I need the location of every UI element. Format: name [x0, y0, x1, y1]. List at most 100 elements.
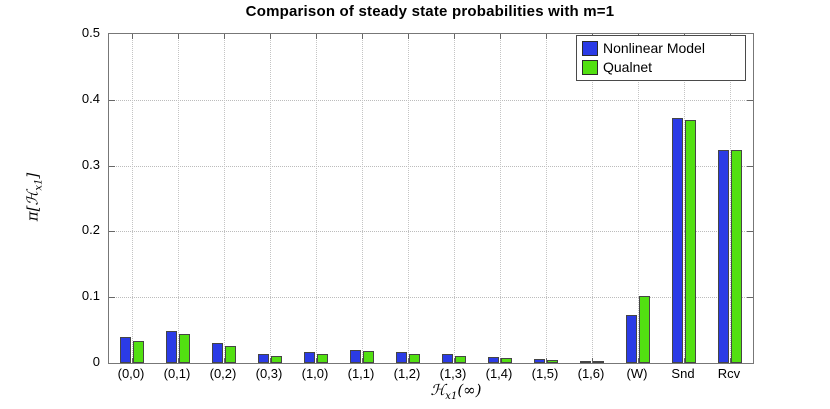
x-tick-label: (1,0) [301, 366, 329, 381]
legend-label: Nonlinear Model [603, 40, 705, 56]
x-gridline [316, 34, 317, 363]
x-gridline [362, 34, 363, 363]
bar-nonlinear-model [580, 361, 591, 363]
x-tick-label: (1,1) [347, 366, 375, 381]
bar-qualnet [271, 356, 282, 363]
x-gridline [638, 34, 639, 363]
bar-nonlinear-model [442, 354, 453, 363]
x-tick [684, 358, 685, 363]
x-tick [178, 358, 179, 363]
bar-nonlinear-model [718, 150, 729, 363]
bar-qualnet [455, 356, 466, 363]
x-tick [270, 34, 271, 39]
legend: Nonlinear Model Qualnet [576, 35, 746, 81]
y-tick-label: 0.1 [81, 288, 100, 304]
bar-nonlinear-model [258, 354, 269, 363]
x-gridline [132, 34, 133, 363]
y-tick-label: 0.5 [81, 25, 100, 40]
x-tick [500, 34, 501, 39]
x-tick-label: (1,6) [577, 366, 605, 381]
legend-item: Qualnet [582, 58, 741, 77]
x-gridline [546, 34, 547, 363]
x-tick [224, 34, 225, 39]
x-axis-label: ℋx1(∞) [430, 381, 481, 402]
x-tick [224, 358, 225, 363]
bar-qualnet [409, 354, 420, 363]
legend-swatch [582, 60, 598, 75]
x-tick [592, 358, 593, 363]
x-tick [730, 358, 731, 363]
bar-qualnet [501, 358, 512, 363]
y-axis-label-sub: x1 [33, 178, 45, 191]
bar-nonlinear-model [212, 343, 223, 363]
x-tick [178, 34, 179, 39]
y-tick-label: 0.2 [81, 222, 100, 238]
bar-nonlinear-model [396, 352, 407, 363]
legend-label: Qualnet [603, 59, 653, 75]
x-tick [362, 34, 363, 39]
y-axis-label-prefix: π[ℋ [23, 190, 42, 222]
legend-swatch [582, 41, 598, 56]
x-gridline [730, 34, 731, 363]
x-tick-label: Snd [671, 366, 695, 381]
x-tick-label: (W) [626, 366, 648, 381]
x-tick [132, 358, 133, 363]
x-axis-label-suffix: (∞) [457, 381, 482, 399]
y-axis-label-suffix: ] [23, 172, 42, 179]
y-tick-label: 0.4 [81, 90, 100, 106]
bar-nonlinear-model [626, 315, 637, 363]
x-tick [500, 358, 501, 363]
x-tick-label: (1,2) [393, 366, 421, 381]
y-tick [747, 297, 753, 299]
x-tick-label: (1,4) [485, 366, 513, 381]
x-tick [454, 358, 455, 363]
y-tick [109, 99, 115, 101]
x-tick-label: (0,0) [117, 366, 145, 381]
bar-qualnet [639, 296, 650, 363]
x-gridline [454, 34, 455, 363]
chart-title: Comparison of steady state probabilities… [245, 3, 615, 20]
x-tick-label: (0,1) [163, 366, 191, 381]
y-tick-label: 0 [92, 354, 100, 369]
bar-nonlinear-model [120, 337, 131, 363]
bar-qualnet [179, 334, 190, 363]
x-tick [546, 34, 547, 39]
x-tick [362, 358, 363, 363]
y-tick [109, 231, 115, 233]
bar-qualnet [731, 150, 742, 363]
y-gridline [109, 297, 753, 299]
y-gridline [109, 99, 753, 101]
y-axis-label: π[ℋx1] [24, 173, 45, 221]
y-tick-label: 0.3 [81, 156, 100, 172]
bar-nonlinear-model [488, 357, 499, 363]
bar-qualnet [225, 346, 236, 363]
bar-nonlinear-model [534, 359, 545, 363]
x-gridline [592, 34, 593, 363]
y-tick [109, 165, 115, 167]
legend-item: Nonlinear Model [582, 39, 741, 58]
x-tick [638, 358, 639, 363]
bar-nonlinear-model [350, 350, 361, 363]
x-tick [408, 358, 409, 363]
y-tick [109, 297, 115, 299]
x-tick-label: (0,3) [255, 366, 283, 381]
y-tick [747, 99, 753, 101]
x-tick [270, 358, 271, 363]
x-tick [316, 358, 317, 363]
bar-qualnet [685, 120, 696, 363]
x-gridline [408, 34, 409, 363]
x-tick-label: Rcv [717, 366, 741, 381]
x-axis-label-prefix: ℋ [430, 381, 446, 399]
bar-nonlinear-model [672, 118, 683, 363]
x-gridline [224, 34, 225, 363]
x-tick [454, 34, 455, 39]
x-tick-label: (0,2) [209, 366, 237, 381]
bar-qualnet [317, 354, 328, 363]
bar-qualnet [547, 360, 558, 363]
x-tick [132, 34, 133, 39]
x-tick [408, 34, 409, 39]
x-tick-label: (1,3) [439, 366, 467, 381]
y-tick [747, 231, 753, 233]
bar-nonlinear-model [166, 331, 177, 363]
bar-qualnet [363, 351, 374, 363]
